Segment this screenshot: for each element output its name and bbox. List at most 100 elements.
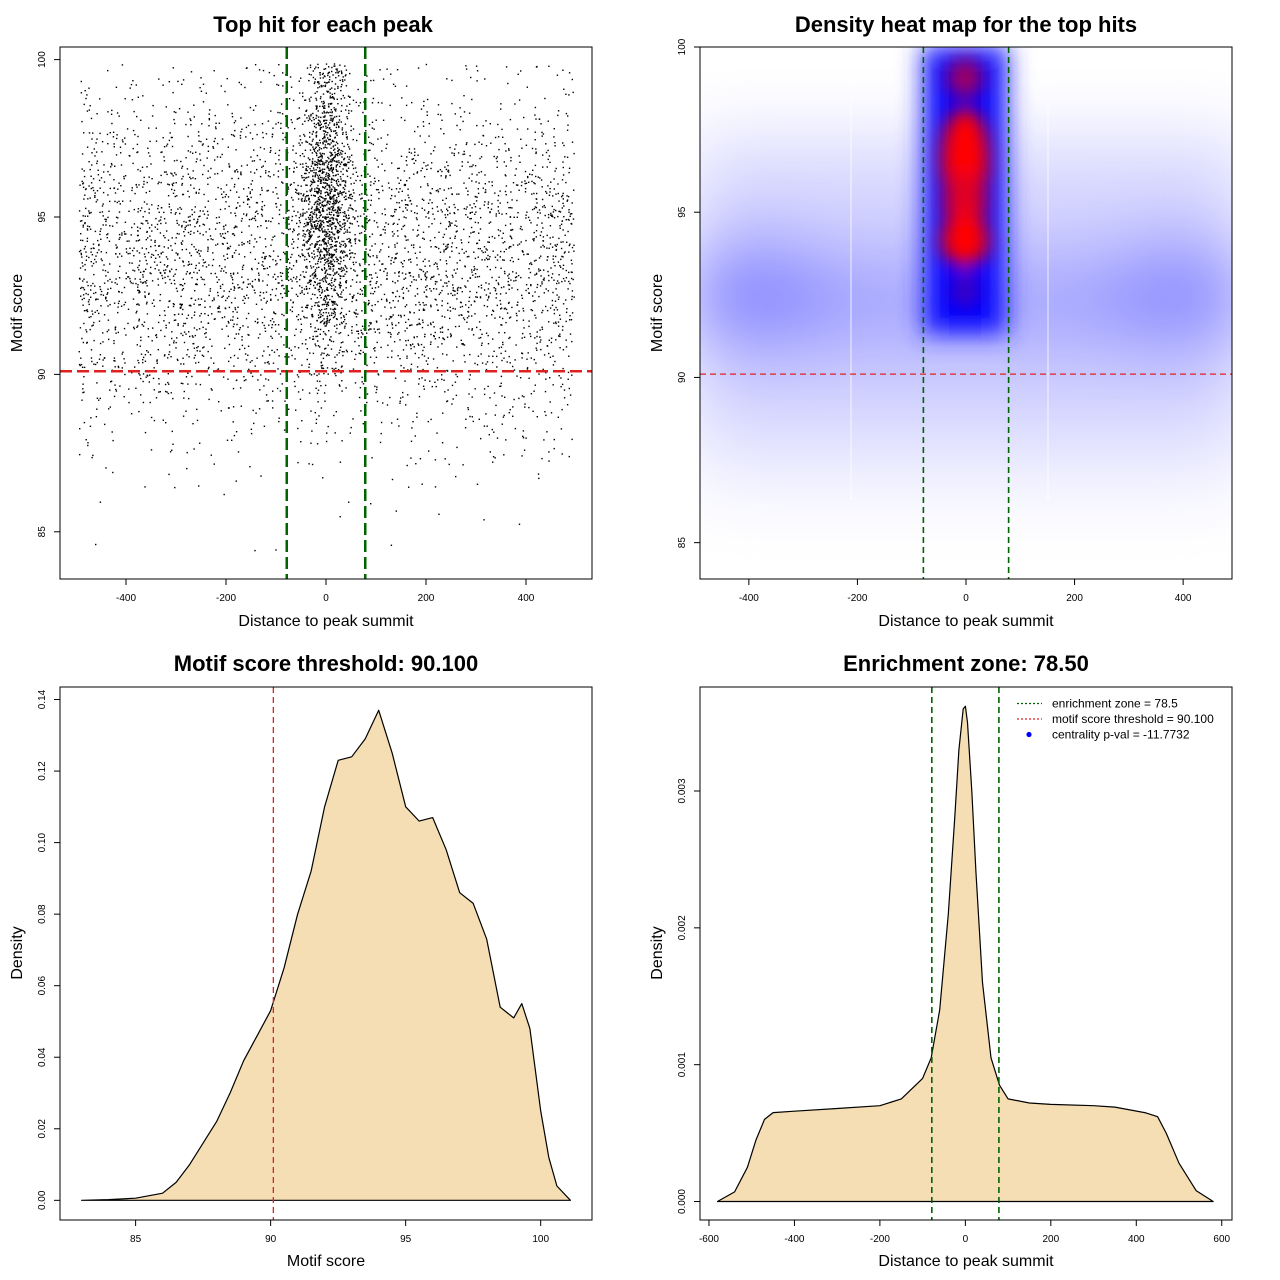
scatter-point — [389, 396, 391, 399]
scatter-point — [158, 211, 160, 213]
scatter-point — [278, 154, 280, 157]
scatter-point — [213, 70, 215, 72]
scatter-point — [534, 183, 536, 185]
scatter-point — [362, 333, 364, 335]
scatter-point — [524, 170, 527, 173]
scatter-point — [448, 280, 450, 283]
scatter-point — [310, 374, 313, 376]
scatter-point — [406, 357, 408, 359]
scatter-point — [148, 127, 150, 129]
scatter-point — [437, 170, 439, 173]
scatter-panel: Top hit for each peak -400 -200 0 200 400859… — [9, 12, 593, 630]
scatter-point — [88, 299, 90, 301]
scatter-point — [474, 221, 477, 224]
scatter-point — [224, 196, 226, 198]
scatter-point — [362, 423, 364, 425]
scatter-point — [315, 216, 317, 218]
scatter-point — [447, 210, 449, 212]
scatter-point — [460, 239, 462, 241]
scatter-point — [488, 283, 490, 285]
scatter-point — [567, 115, 569, 117]
scatter-point — [244, 86, 246, 89]
scatter-point — [211, 300, 214, 302]
scatter-point — [354, 234, 356, 236]
scatter-point — [316, 392, 319, 395]
scatter-point — [326, 209, 328, 211]
scatter-point — [336, 209, 339, 211]
scatter-point — [310, 115, 312, 117]
scatter-point — [399, 402, 401, 404]
scatter-point — [146, 166, 148, 168]
scatter-point — [392, 292, 394, 294]
scatter-point — [534, 164, 537, 167]
scatter-point — [335, 303, 337, 305]
scatter-point — [393, 222, 395, 224]
scatter-point — [325, 82, 327, 84]
scatter-point — [324, 216, 326, 218]
scatter-point — [359, 102, 362, 104]
scatter-point — [129, 155, 131, 157]
scatter-point — [225, 224, 227, 226]
scatter-point — [405, 304, 408, 306]
scatter-point — [422, 260, 424, 263]
scatter-point — [328, 249, 330, 252]
scatter-point — [376, 221, 378, 224]
scatter-point — [311, 274, 313, 276]
scatter-point — [319, 310, 322, 312]
scatter-point — [367, 253, 369, 255]
scatter-point — [500, 346, 503, 348]
scatter-point — [549, 237, 551, 239]
scatter-point — [438, 273, 440, 276]
scatter-point — [491, 276, 493, 279]
scatter-point — [288, 98, 291, 100]
scatter-point — [82, 304, 84, 306]
scatter-point — [564, 156, 566, 158]
scatter-point — [137, 266, 139, 269]
scatter-point — [300, 215, 302, 217]
scatter-point — [239, 205, 241, 207]
scatter-point — [521, 352, 523, 354]
scatter-point — [515, 184, 518, 186]
scatter-point — [374, 157, 376, 159]
scatter-point — [234, 212, 236, 214]
scatter-point — [557, 215, 559, 218]
scatter-point — [289, 262, 291, 264]
scatter-point — [303, 288, 306, 290]
scatter-point — [384, 208, 386, 210]
scatter-point — [438, 513, 440, 515]
scatter-point — [458, 193, 460, 195]
scatter-point — [449, 310, 452, 312]
scatter-point — [317, 389, 320, 391]
scatter-point — [405, 404, 407, 406]
scatter-point — [80, 80, 82, 83]
scatter-point — [544, 390, 547, 393]
scatter-point — [338, 206, 340, 208]
scatter-point — [502, 343, 504, 346]
scatter-point — [290, 349, 292, 351]
scatter-point — [433, 275, 435, 278]
scatter-point — [234, 287, 236, 289]
scatter-point — [402, 297, 405, 300]
scatter-point — [312, 112, 314, 115]
scatter-point — [290, 183, 292, 185]
scatter-point — [301, 249, 303, 251]
scatter-point — [534, 291, 536, 293]
scatter-point — [163, 320, 165, 322]
scatter-point — [443, 379, 445, 381]
scatter-point — [207, 150, 210, 152]
scatter-point — [120, 164, 123, 166]
scatter-point — [293, 167, 295, 169]
scatter-point — [324, 205, 327, 207]
scatter-point — [185, 376, 188, 378]
scatter-point — [91, 325, 93, 327]
scatter-point — [453, 203, 455, 206]
scatter-point — [96, 251, 99, 254]
scatter-point — [192, 336, 194, 338]
scatter-point — [321, 152, 324, 155]
scatter-point — [338, 70, 340, 73]
scatter-point — [262, 252, 264, 254]
scatter-point — [527, 175, 529, 178]
scatter-point — [134, 278, 136, 280]
scatter-point — [376, 341, 378, 344]
scatter-point — [544, 206, 546, 209]
